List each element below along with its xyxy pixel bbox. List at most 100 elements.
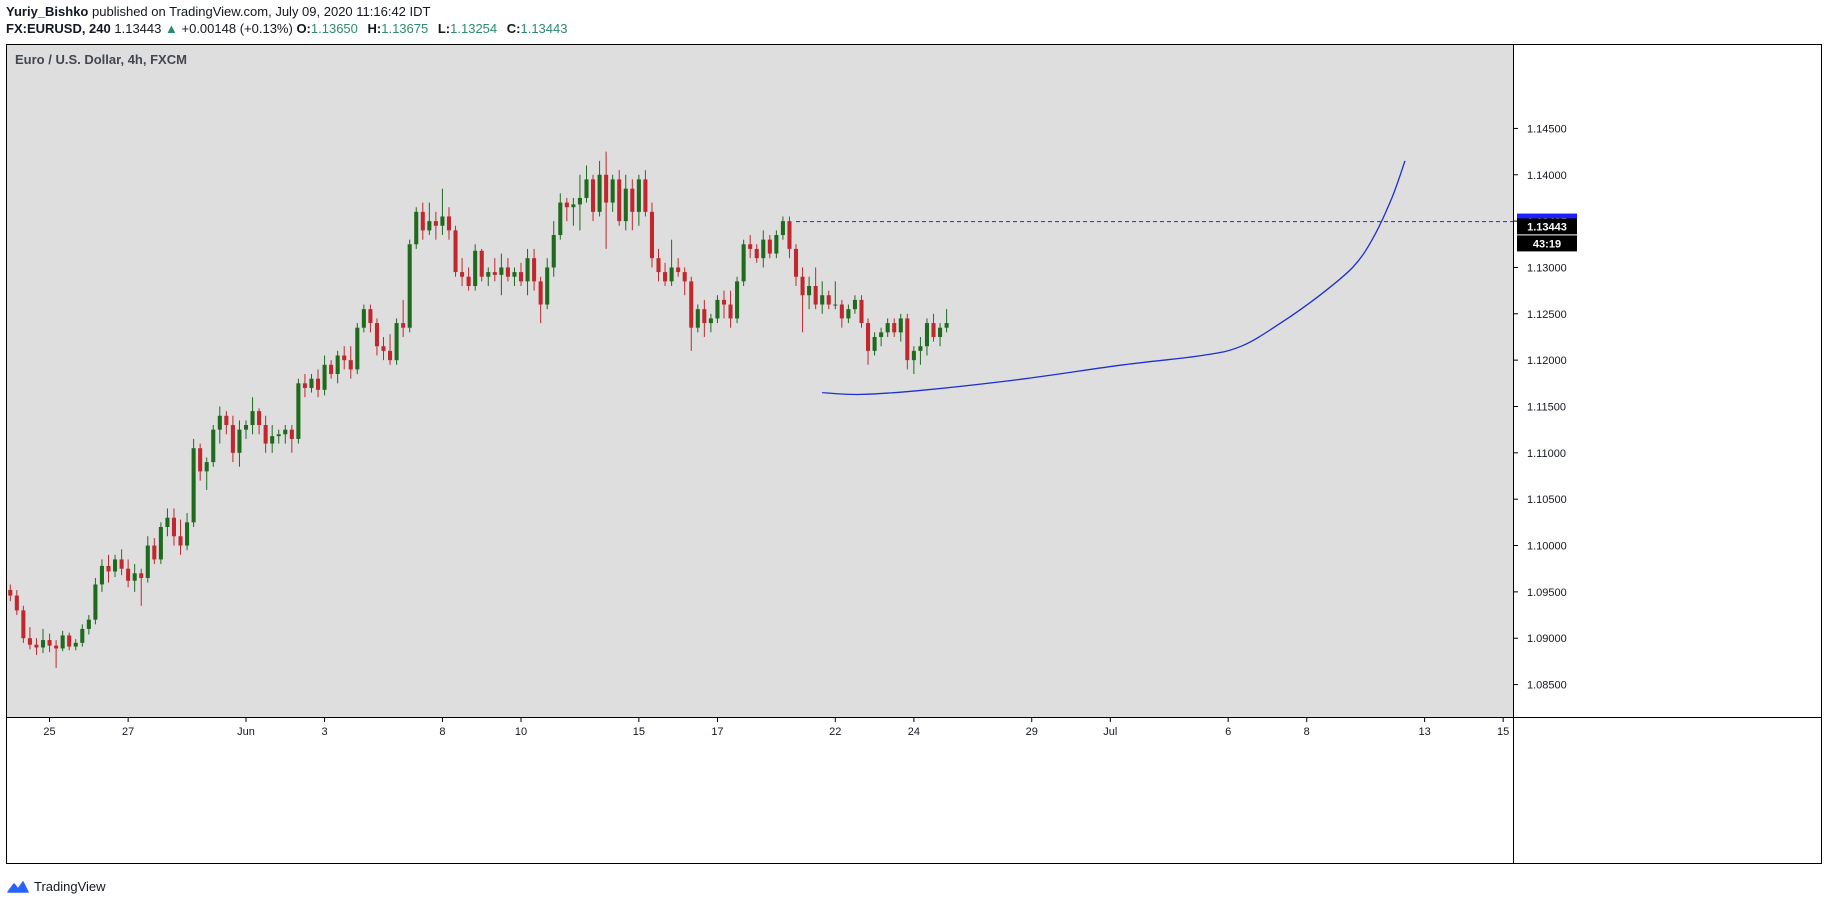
candle-body [80,628,85,643]
x-tick-label: 6 [1225,726,1231,738]
candle-body [558,202,563,236]
y-tick-label: 1.12000 [1527,355,1567,367]
x-tick-label: 27 [122,726,134,738]
candle-down [787,216,792,259]
candle-down [905,313,910,370]
candle-up [283,425,288,444]
candle-down [866,318,871,365]
candle-body [492,272,497,275]
symbol-label[interactable]: FX:EURUSD, 240 [6,21,111,36]
candle-body [623,188,628,222]
candle-down [813,267,818,310]
candle-body [584,179,589,198]
candle-body [322,364,327,390]
candle-down [754,244,759,263]
candle-up [250,397,255,435]
candle-body [427,221,432,231]
published-text: published on TradingView.com, July 09, 2… [92,4,431,19]
candle-up [833,281,838,310]
candle-body [577,197,582,205]
candle-body [368,309,373,324]
candle-body [466,276,471,286]
chart-frame[interactable]: 1.145001.140001.135001.130001.125001.120… [6,44,1822,864]
candle-body [67,635,72,647]
candle-body [787,221,792,249]
candle-body [649,211,654,259]
candle-down [224,411,229,435]
candle-body [204,462,209,472]
high-label: H: [367,21,382,36]
candle-up [512,267,517,286]
x-tick-label: 29 [1026,726,1038,738]
candle-up [217,406,222,444]
candle-up [715,295,720,324]
candle-up [394,318,399,365]
candle-up [322,355,327,396]
candle-body [866,323,871,351]
candle-up [499,253,504,296]
footer-brand[interactable]: TradingView [34,879,106,894]
candle-up [80,624,85,647]
candle-up [735,276,740,324]
plot-background [7,45,1513,717]
price-chart[interactable]: 1.145001.140001.135001.130001.125001.120… [7,45,1821,863]
candle-down [388,334,393,365]
candle-body [748,244,753,249]
candle-body [721,299,727,305]
candle-down [859,295,864,328]
author-name[interactable]: Yuriy_Bishko [6,4,89,19]
candle-down [479,248,484,282]
candle-body [198,448,203,472]
candle-down [538,276,543,324]
candle-down [263,415,268,453]
candle-down [689,276,694,351]
y-tick-label: 1.09000 [1527,633,1567,645]
candle-up [276,429,281,444]
candle-body [446,216,452,231]
candle-body [643,179,648,212]
candle-down [591,174,596,222]
candle-down [446,207,452,240]
candle-down [767,235,772,259]
candle-body [793,248,799,277]
candle-up [335,350,340,384]
open-label: O: [296,21,311,36]
candle-body [145,545,150,578]
candle-body [591,179,596,212]
candle-down [329,360,334,379]
candle-body [820,295,825,305]
candle-body [217,415,222,430]
candle-body [839,304,844,319]
candle-down [27,627,32,650]
candle-body [401,323,406,328]
candle-body [774,235,779,254]
last-price-label: 1.13443 [1517,218,1577,235]
x-tick-label: 22 [829,726,841,738]
candle-body [636,179,641,212]
candle-body [800,276,805,296]
candle-body [178,536,183,546]
bar-countdown-label: 43:19 [1517,235,1577,252]
x-tick-label: 15 [633,726,645,738]
candle-body [243,425,249,430]
candle-body [708,318,713,324]
candle-down [663,262,668,286]
candle-body [931,323,936,337]
candle-up [165,508,170,537]
x-tick-label: Jul [1103,726,1117,738]
candle-down [604,151,609,249]
candle-up [361,304,366,333]
x-tick-label: 15 [1497,726,1509,738]
candle-body [460,272,465,277]
candle-down [800,267,805,333]
candle-down [892,318,897,337]
candle-down [676,258,681,277]
candle-down [401,299,406,337]
candle-body [237,429,242,453]
candle-body [807,285,812,296]
candle-body [898,318,903,333]
candle-body [309,378,314,388]
candle-body [918,346,923,351]
candle-body [728,304,733,319]
candle-body [414,211,419,245]
